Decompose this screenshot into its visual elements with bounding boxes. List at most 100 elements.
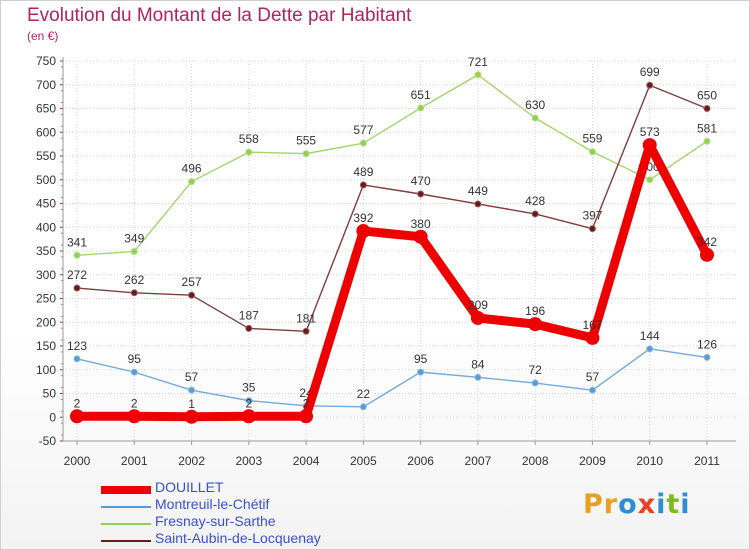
data-point-saint-aubin-de-locquenay [130, 289, 138, 297]
data-label-saint-aubin-de-locquenay: 272 [67, 268, 87, 282]
y-tick-label: 600 [36, 125, 56, 139]
data-label-fresnay-sur-sarthe: 630 [525, 98, 545, 112]
y-tick-label: 700 [36, 78, 56, 92]
y-tick-label: 200 [36, 315, 56, 329]
data-label-fresnay-sur-sarthe: 721 [468, 55, 488, 69]
y-tick-label: 300 [36, 268, 56, 282]
x-tick-label: 2010 [636, 454, 663, 468]
series-line-montreuil-le-chetif [76, 348, 708, 408]
proxiti-logo: Proxiti [583, 489, 691, 520]
data-point-montreuil-le-chetif [588, 386, 596, 394]
data-point-douillet [70, 409, 84, 424]
data-label-montreuil-le-chetif: 84 [471, 357, 485, 371]
data-label-douillet: 2 [245, 396, 252, 410]
data-point-saint-aubin-de-locquenay [646, 81, 654, 89]
data-label-fresnay-sur-sarthe: 577 [353, 123, 373, 137]
data-label-saint-aubin-de-locquenay: 470 [411, 174, 431, 188]
data-label-fresnay-sur-sarthe: 558 [239, 132, 259, 146]
data-label-saint-aubin-de-locquenay: 428 [525, 194, 545, 208]
x-tick-label: 2011 [694, 454, 720, 468]
data-label-fresnay-sur-sarthe: 555 [296, 134, 316, 148]
legend-swatch [101, 486, 151, 494]
data-label-douillet: 380 [411, 217, 431, 231]
data-label-douillet: 196 [525, 304, 545, 318]
series-line-douillet [72, 140, 712, 422]
data-point-fresnay-sur-sarthe [73, 251, 81, 259]
y-tick-label: 100 [36, 363, 56, 377]
data-label-douillet: 573 [640, 125, 660, 139]
y-tick-label: 50 [43, 387, 57, 401]
y-tick-label: 750 [36, 54, 56, 68]
legend-item: DOUILLET [101, 479, 401, 498]
data-point-douillet [413, 229, 428, 244]
x-tick-label: 2009 [579, 454, 606, 468]
data-point-fresnay-sur-sarthe [588, 148, 596, 156]
legend-label: Fresnay-sur-Sarthe [155, 513, 276, 529]
data-label-fresnay-sur-sarthe: 651 [411, 88, 431, 102]
data-label-montreuil-le-chetif: 95 [414, 352, 428, 366]
data-label-fresnay-sur-sarthe: 559 [582, 132, 602, 146]
data-label-montreuil-le-chetif: 57 [185, 370, 199, 384]
data-label-fresnay-sur-sarthe: 341 [67, 235, 87, 249]
data-label-montreuil-le-chetif: 57 [586, 370, 600, 384]
data-point-saint-aubin-de-locquenay [703, 105, 711, 112]
legend-swatch [101, 523, 151, 525]
data-point-saint-aubin-de-locquenay [302, 327, 310, 335]
data-point-douillet [356, 224, 371, 239]
data-point-fresnay-sur-sarthe [302, 150, 310, 158]
data-point-saint-aubin-de-locquenay [588, 225, 596, 233]
logo-letter: i [656, 489, 667, 520]
data-label-montreuil-le-chetif: 95 [128, 352, 142, 366]
data-point-montreuil-le-chetif [417, 368, 425, 376]
x-tick-label: 2003 [235, 454, 262, 468]
data-point-montreuil-le-chetif [188, 386, 196, 394]
data-label-saint-aubin-de-locquenay: 257 [182, 275, 202, 289]
data-point-fresnay-sur-sarthe [359, 139, 367, 147]
x-tick-label: 2004 [293, 454, 320, 468]
data-point-saint-aubin-de-locquenay [531, 210, 539, 218]
data-point-douillet [127, 409, 142, 424]
data-point-montreuil-le-chetif [359, 403, 367, 411]
data-label-douillet: 209 [468, 298, 488, 312]
legend-item: Fresnay-sur-Sarthe [101, 513, 401, 532]
series-line-saint-aubin-de-locquenay [76, 84, 708, 332]
data-label-montreuil-le-chetif: 22 [357, 387, 371, 401]
data-point-montreuil-le-chetif [646, 345, 654, 353]
legend-label: Montreuil-le-Chétif [155, 496, 270, 512]
x-tick-label: 2005 [350, 454, 377, 468]
data-point-fresnay-sur-sarthe [531, 114, 539, 122]
legend-item: Montreuil-le-Chétif [101, 496, 401, 515]
data-label-montreuil-le-chetif: 126 [697, 337, 717, 351]
data-point-saint-aubin-de-locquenay [359, 181, 367, 189]
data-label-fresnay-sur-sarthe: 581 [697, 121, 717, 135]
y-tick-label: 400 [36, 220, 56, 234]
y-tick-label: 250 [36, 292, 56, 306]
data-point-fresnay-sur-sarthe [646, 176, 654, 184]
data-point-fresnay-sur-sarthe [417, 104, 425, 112]
data-label-douillet: 2 [303, 396, 310, 410]
logo-letter: r [603, 489, 619, 520]
y-tick-label: 650 [36, 102, 56, 116]
data-point-douillet [299, 409, 314, 424]
data-label-saint-aubin-de-locquenay: 262 [124, 273, 144, 287]
data-point-fresnay-sur-sarthe [703, 137, 711, 145]
data-point-montreuil-le-chetif [703, 353, 711, 361]
chart-title: Evolution du Montant de la Dette par Hab… [27, 5, 412, 26]
data-point-saint-aubin-de-locquenay [188, 291, 196, 299]
logo-letter: t [666, 489, 681, 520]
data-label-saint-aubin-de-locquenay: 489 [353, 165, 373, 179]
data-label-montreuil-le-chetif: 72 [529, 363, 543, 377]
data-label-fresnay-sur-sarthe: 496 [182, 162, 202, 176]
logo-letter: o [618, 489, 638, 520]
data-point-douillet [585, 330, 600, 345]
data-point-montreuil-le-chetif [73, 355, 81, 363]
data-point-saint-aubin-de-locquenay [474, 200, 482, 208]
data-label-douillet: 167 [582, 318, 602, 332]
x-tick-label: 2001 [121, 454, 148, 468]
data-point-montreuil-le-chetif [130, 368, 138, 376]
data-point-saint-aubin-de-locquenay [245, 324, 253, 332]
series-line-fresnay-sur-sarthe [76, 74, 708, 256]
data-label-fresnay-sur-sarthe: 349 [124, 231, 144, 245]
y-tick-label: -50 [39, 434, 57, 448]
